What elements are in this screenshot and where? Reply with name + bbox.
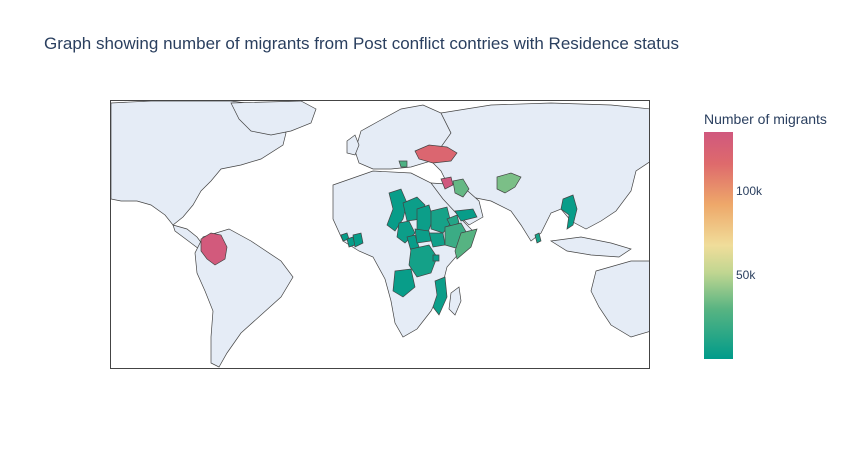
colorbar-tick-50k: 50k: [736, 267, 756, 282]
colorbar: [704, 132, 733, 359]
country-ukraine[interactable]: [414, 144, 458, 164]
land-indonesia: [549, 236, 632, 258]
country-ivory-coast[interactable]: [352, 232, 364, 248]
land-uk: [346, 134, 360, 156]
country-burundi[interactable]: [432, 254, 440, 262]
country-angola[interactable]: [392, 268, 416, 298]
country-yemen[interactable]: [454, 208, 478, 222]
country-afghanistan[interactable]: [496, 172, 522, 194]
land-australia: [590, 260, 649, 338]
country-somalia[interactable]: [454, 228, 478, 260]
map-frame[interactable]: [110, 100, 650, 369]
countries-layer[interactable]: [200, 144, 578, 316]
country-colombia[interactable]: [200, 232, 228, 266]
land-layer: [111, 101, 649, 368]
country-drc[interactable]: [408, 244, 438, 278]
country-syria[interactable]: [440, 176, 454, 190]
colorbar-tick-100k: 100k: [736, 183, 763, 198]
land-south-america: [194, 228, 294, 368]
country-car[interactable]: [414, 228, 432, 244]
land-greenland: [230, 101, 317, 136]
country-georgia[interactable]: [398, 160, 408, 168]
world-map[interactable]: [111, 101, 650, 369]
country-mozambique[interactable]: [432, 276, 448, 316]
country-chad[interactable]: [416, 204, 434, 236]
country-myanmar[interactable]: [560, 194, 578, 230]
colorbar-title: Number of migrants: [704, 111, 827, 127]
chart-title: Graph showing number of migrants from Po…: [44, 34, 679, 53]
land-madagascar: [448, 286, 462, 316]
country-sri-lanka[interactable]: [534, 232, 542, 244]
country-iraq[interactable]: [452, 178, 470, 198]
